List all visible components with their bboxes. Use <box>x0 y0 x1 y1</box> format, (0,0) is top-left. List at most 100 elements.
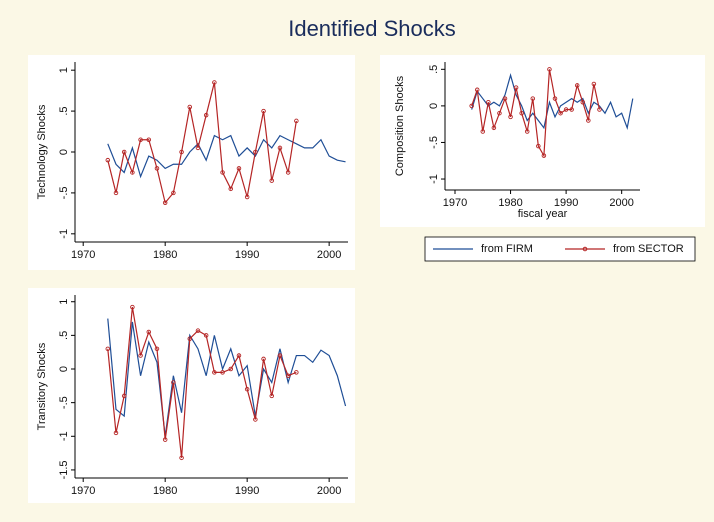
marker <box>597 107 602 112</box>
marker <box>269 393 275 399</box>
marker <box>294 118 299 124</box>
marker <box>469 103 474 109</box>
marker <box>146 137 152 142</box>
marker <box>130 304 135 310</box>
series-line <box>471 69 601 158</box>
marker <box>552 96 558 101</box>
x-tick-label: 1990 <box>235 249 259 261</box>
series-line <box>107 307 297 458</box>
marker <box>146 329 152 335</box>
marker <box>277 145 283 151</box>
x-tick-label: 1980 <box>153 485 177 497</box>
y-tick-label: -1 <box>58 431 70 441</box>
x-tick-label: 2000 <box>317 249 341 261</box>
legend-marker <box>582 246 588 252</box>
marker <box>474 87 480 93</box>
x-tick-label: 1990 <box>554 197 578 209</box>
y-tick-label: 0 <box>58 366 70 372</box>
marker <box>171 190 176 196</box>
x-axis-title: fiscal year <box>518 208 568 220</box>
y-tick-label: -1.5 <box>58 460 70 479</box>
marker <box>586 118 591 123</box>
series-line <box>107 318 347 437</box>
chart-title: Identified Shocks <box>288 16 456 41</box>
marker <box>558 110 563 116</box>
marker <box>171 380 176 385</box>
marker <box>138 137 143 142</box>
marker <box>138 353 143 358</box>
marker <box>212 370 217 375</box>
marker <box>285 170 291 175</box>
marker <box>179 455 184 461</box>
y-axis-title: Composition Shocks <box>394 75 406 176</box>
marker <box>580 99 586 105</box>
marker <box>261 356 266 362</box>
marker <box>220 370 225 375</box>
y-axis-title: Technology Shocks <box>36 104 48 199</box>
marker <box>569 107 574 112</box>
marker <box>220 170 225 175</box>
marker <box>236 353 242 358</box>
marker <box>105 346 111 352</box>
marker <box>195 328 201 333</box>
y-tick-label: -.5 <box>58 186 70 199</box>
x-tick-label: 1980 <box>153 249 177 261</box>
marker <box>269 178 275 183</box>
marker <box>497 110 502 116</box>
y-tick-label: .5 <box>58 106 70 115</box>
y-tick-label: 1 <box>58 299 70 305</box>
marker <box>236 166 242 171</box>
x-tick-label: 1970 <box>71 249 95 261</box>
legend-label: from FIRM <box>481 243 533 255</box>
y-tick-label: -1 <box>428 174 440 184</box>
marker <box>486 99 491 105</box>
marker <box>228 186 234 192</box>
x-tick-label: 1980 <box>498 197 522 209</box>
y-tick-label: -.5 <box>428 136 440 149</box>
y-tick-label: 0 <box>58 149 70 155</box>
y-tick-label: .5 <box>58 331 70 340</box>
marker <box>130 170 135 175</box>
y-axis-title: Transitory Shocks <box>36 342 48 430</box>
marker <box>261 108 266 114</box>
y-tick-label: .5 <box>428 65 440 74</box>
marker <box>121 393 127 399</box>
marker <box>187 336 193 341</box>
marker <box>228 366 234 372</box>
marker <box>591 81 597 87</box>
marker <box>187 104 193 110</box>
plot-region <box>28 55 355 270</box>
y-tick-label: -1 <box>58 229 70 239</box>
y-tick-label: 1 <box>58 67 70 73</box>
series-line <box>107 82 297 205</box>
marker <box>179 149 184 155</box>
legend-label: from SECTOR <box>613 243 684 255</box>
marker <box>491 125 497 131</box>
y-tick-label: -.5 <box>58 396 70 409</box>
marker <box>253 149 258 155</box>
x-tick-label: 1970 <box>71 485 95 497</box>
marker <box>212 80 217 85</box>
marker <box>154 346 160 352</box>
marker <box>113 430 119 436</box>
marker <box>536 143 541 149</box>
plot-region <box>28 288 355 503</box>
marker <box>113 190 119 196</box>
marker <box>513 85 519 90</box>
marker <box>203 333 209 338</box>
marker <box>547 67 552 72</box>
marker <box>574 83 580 88</box>
marker <box>162 200 168 205</box>
marker <box>502 96 508 101</box>
marker <box>195 145 201 151</box>
marker <box>244 194 250 200</box>
marker <box>508 114 513 120</box>
x-tick-label: 1970 <box>443 197 467 209</box>
marker <box>121 149 127 155</box>
series-line <box>471 72 634 131</box>
marker <box>154 166 160 171</box>
x-tick-label: 2000 <box>609 197 633 209</box>
plot-region <box>380 55 705 227</box>
